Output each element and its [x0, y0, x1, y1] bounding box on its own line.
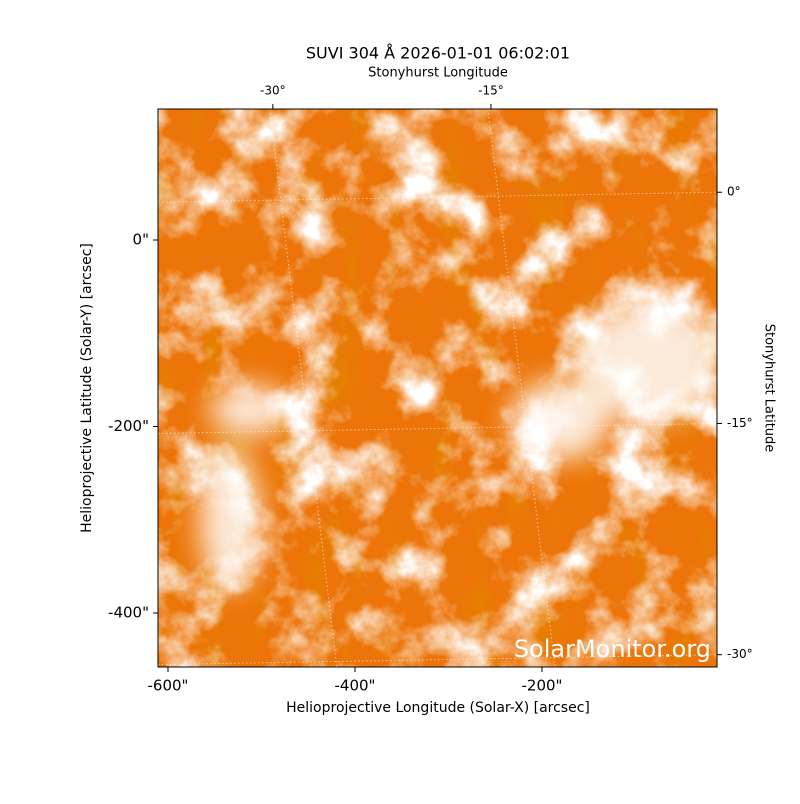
chart-title: SUVI 304 Å 2026-01-01 06:02:01: [306, 44, 570, 63]
x2-tick-label: -30°: [260, 84, 286, 98]
watermark: SolarMonitor.org: [514, 635, 711, 663]
y-tick-label: -400": [108, 604, 149, 622]
x-tick-label: -200": [522, 677, 563, 695]
grid-line: [487, 109, 556, 667]
x2-axis-label: Stonyhurst Longitude: [368, 66, 508, 81]
grid-line: [158, 422, 717, 434]
plot-frame: [157, 108, 718, 668]
y2-tick-label: -30°: [727, 647, 753, 661]
solar-image: [158, 109, 717, 667]
grid-line: [158, 654, 717, 666]
x-axis-label: Helioprojective Longitude (Solar-X) [arc…: [286, 700, 590, 716]
x2-tick-label: -15°: [478, 84, 504, 98]
grid-line: [269, 109, 338, 667]
y-axis-label: Helioprojective Latitude (Solar-Y) [arcs…: [79, 243, 95, 533]
y2-tick-label: -15°: [727, 416, 753, 430]
y-tick-label: -200": [108, 417, 149, 435]
grid-line: [158, 191, 717, 203]
x-tick-label: -600": [148, 677, 189, 695]
x-tick-label: -400": [335, 677, 376, 695]
y2-tick-label: 0°: [727, 185, 741, 199]
y2-axis-label: Stonyhurst Latitude: [762, 324, 777, 453]
y-tick-label: 0": [133, 231, 149, 249]
